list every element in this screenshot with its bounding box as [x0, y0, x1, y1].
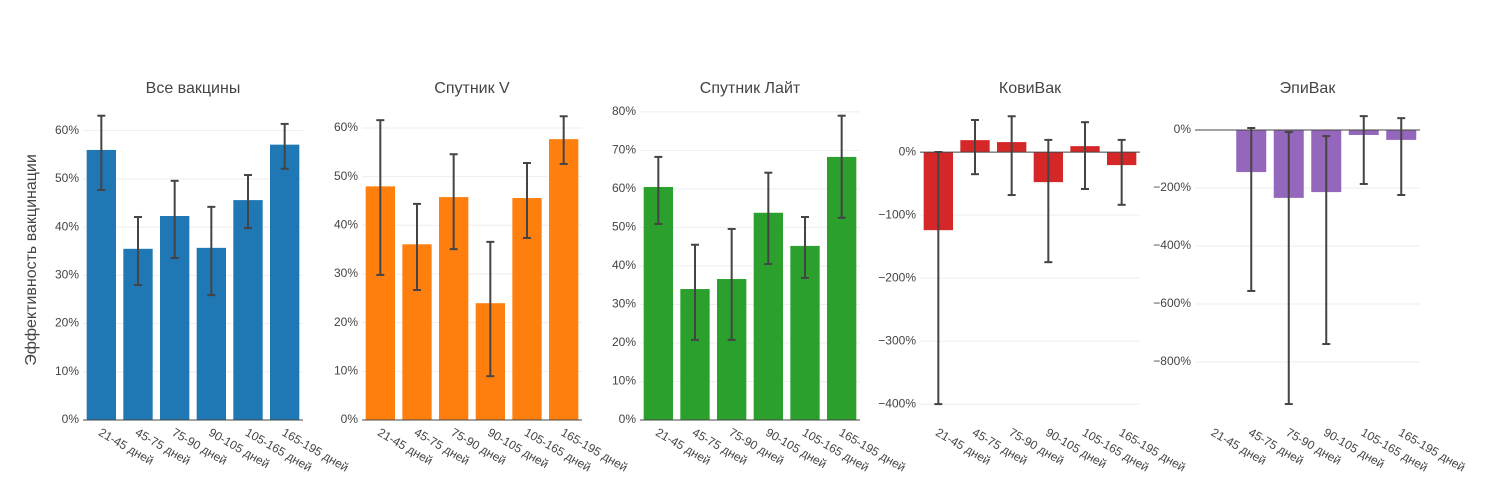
y-tick-label: 30% [334, 266, 358, 280]
y-tick-label: −400% [878, 396, 916, 410]
y-tick-label: −100% [878, 207, 916, 221]
y-tick-label: −600% [1153, 296, 1191, 310]
subplot-title: Спутник V [434, 80, 510, 97]
y-tick-label: 50% [334, 169, 358, 183]
y-tick-label: 30% [612, 297, 636, 311]
bar [233, 200, 263, 420]
bar [270, 144, 300, 420]
y-tick-label: −800% [1153, 354, 1191, 368]
subplot-title: КовиВак [999, 80, 1062, 97]
bar [86, 149, 116, 421]
bar [549, 139, 579, 421]
y-tick-label: −200% [878, 270, 916, 284]
y-tick-label: 70% [612, 143, 636, 157]
y-tick-label: 20% [334, 315, 358, 329]
y-tick-label: 50% [612, 220, 636, 234]
y-tick-label: 10% [612, 374, 636, 388]
y-tick-label: 60% [55, 123, 79, 137]
y-tick-label: 80% [612, 104, 636, 118]
y-tick-label: −200% [1153, 180, 1191, 194]
y-tick-label: 50% [55, 171, 79, 185]
subplot-title: Все вакцины [146, 80, 241, 97]
y-tick-label: 60% [612, 181, 636, 195]
y-tick-label: −400% [1153, 238, 1191, 252]
y-tick-label: 40% [612, 258, 636, 272]
y-tick-label: 40% [55, 219, 79, 233]
y-tick-label: 0% [619, 412, 637, 426]
y-tick-label: 20% [55, 316, 79, 330]
subplot-title: ЭпиВак [1280, 80, 1337, 97]
y-tick-label: 0% [341, 412, 359, 426]
y-tick-label: 30% [55, 268, 79, 282]
y-tick-label: 0% [899, 144, 917, 158]
y-tick-label: −300% [878, 333, 916, 347]
y-axis-label: Эффективность вакцинации [23, 154, 40, 366]
y-tick-label: 20% [612, 335, 636, 349]
subplot-title: Спутник Лайт [700, 80, 801, 97]
bar [643, 186, 673, 420]
y-tick-label: 10% [334, 363, 358, 377]
y-tick-label: 40% [334, 217, 358, 231]
y-tick-label: 60% [334, 120, 358, 134]
y-tick-label: 0% [62, 412, 80, 426]
y-tick-label: 10% [55, 364, 79, 378]
y-tick-label: 0% [1174, 122, 1192, 136]
